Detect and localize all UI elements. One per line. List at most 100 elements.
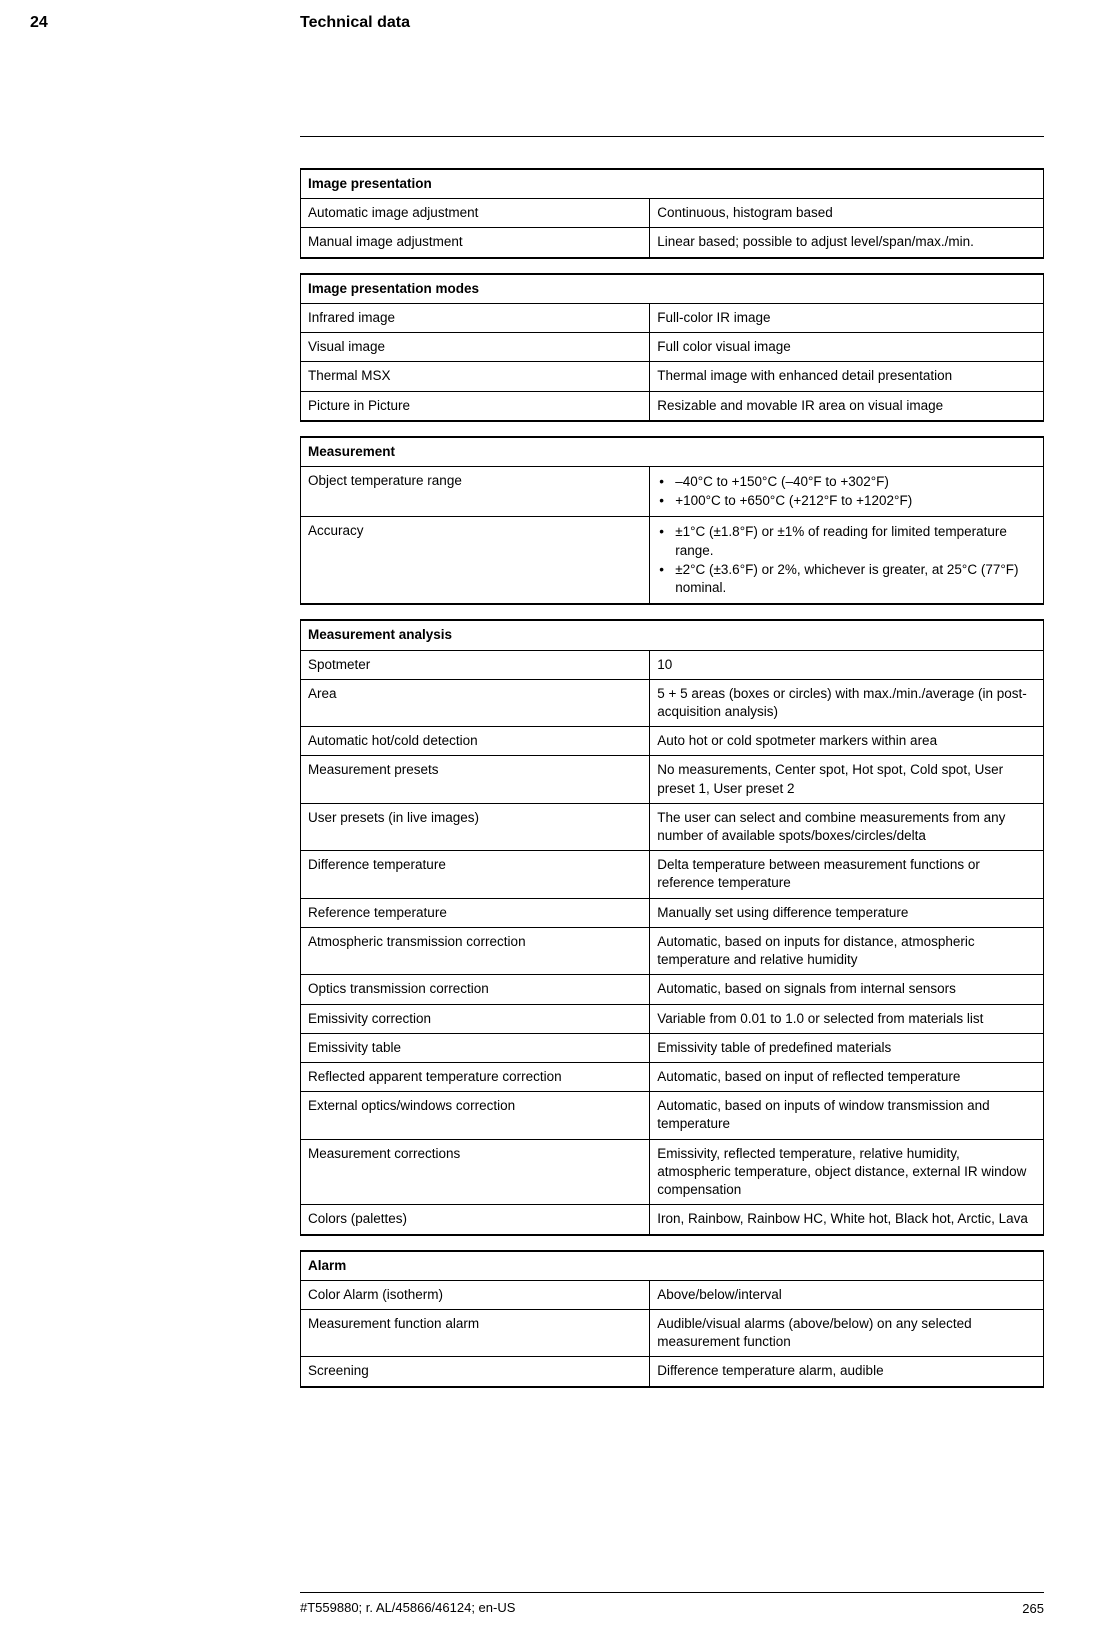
spec-value: Resizable and movable IR area on visual …: [650, 391, 1044, 421]
spec-value: –40°C to +150°C (–40°F to +302°F)+100°C …: [650, 466, 1044, 516]
table-row: Accuracy±1°C (±1.8°F) or ±1% of reading …: [301, 517, 1044, 604]
spec-value: The user can select and combine measurem…: [650, 803, 1044, 850]
table-row: Emissivity correctionVariable from 0.01 …: [301, 1004, 1044, 1033]
table-row: ScreeningDifference temperature alarm, a…: [301, 1357, 1044, 1387]
spec-table: MeasurementObject temperature range–40°C…: [300, 436, 1044, 606]
spec-label: Spotmeter: [301, 650, 650, 679]
table-section-header: Measurement: [301, 437, 1044, 467]
spec-value: Automatic, based on inputs for distance,…: [650, 927, 1044, 974]
table-row: Measurement presetsNo measurements, Cent…: [301, 756, 1044, 803]
table-row: Infrared imageFull-color IR image: [301, 303, 1044, 332]
spec-value: Delta temperature between measurement fu…: [650, 851, 1044, 898]
chapter-title: Technical data: [300, 12, 410, 34]
spec-value: No measurements, Center spot, Hot spot, …: [650, 756, 1044, 803]
spec-table: AlarmColor Alarm (isotherm)Above/below/i…: [300, 1250, 1044, 1388]
spec-value: Automatic, based on inputs of window tra…: [650, 1092, 1044, 1139]
table-row: External optics/windows correctionAutoma…: [301, 1092, 1044, 1139]
table-row: Automatic hot/cold detectionAuto hot or …: [301, 727, 1044, 756]
table-row: Reference temperatureManually set using …: [301, 898, 1044, 927]
table-section-header: Image presentation: [301, 169, 1044, 199]
spec-value: Difference temperature alarm, audible: [650, 1357, 1044, 1387]
spec-value-item: +100°C to +650°C (+212°F to +1202°F): [657, 492, 1036, 510]
spec-label: User presets (in live images): [301, 803, 650, 850]
page-footer: #T559880; r. AL/45866/46124; en-US 265: [300, 1592, 1044, 1617]
spec-label: Picture in Picture: [301, 391, 650, 421]
spec-label: Measurement presets: [301, 756, 650, 803]
table-row: Automatic image adjustmentContinuous, hi…: [301, 199, 1044, 228]
spec-label: Thermal MSX: [301, 362, 650, 391]
spec-label: Accuracy: [301, 517, 650, 604]
spec-label: Reflected apparent temperature correctio…: [301, 1063, 650, 1092]
spec-label: Optics transmission correction: [301, 975, 650, 1004]
spec-value: 5 + 5 areas (boxes or circles) with max.…: [650, 679, 1044, 726]
table-section-header: Alarm: [301, 1251, 1044, 1281]
chapter-number: 24: [30, 12, 48, 34]
spec-value: Manually set using difference temperatur…: [650, 898, 1044, 927]
table-row: Measurement function alarmAudible/visual…: [301, 1309, 1044, 1356]
spec-value: ±1°C (±1.8°F) or ±1% of reading for limi…: [650, 517, 1044, 604]
spec-label: Object temperature range: [301, 466, 650, 516]
spec-table: Measurement analysisSpotmeter10Area5 + 5…: [300, 619, 1044, 1235]
spec-value: Automatic, based on input of reflected t…: [650, 1063, 1044, 1092]
header-divider: [300, 136, 1044, 137]
spec-label: Area: [301, 679, 650, 726]
spec-label: Colors (palettes): [301, 1205, 650, 1235]
spec-label: Screening: [301, 1357, 650, 1387]
spec-label: Reference temperature: [301, 898, 650, 927]
spec-table: Image presentation modesInfrared imageFu…: [300, 273, 1044, 422]
table-row: Colors (palettes)Iron, Rainbow, Rainbow …: [301, 1205, 1044, 1235]
spec-label: Measurement function alarm: [301, 1309, 650, 1356]
spec-label: Visual image: [301, 333, 650, 362]
spec-label: Automatic image adjustment: [301, 199, 650, 228]
table-row: Difference temperatureDelta temperature …: [301, 851, 1044, 898]
spec-value: Linear based; possible to adjust level/s…: [650, 228, 1044, 258]
spec-label: Infrared image: [301, 303, 650, 332]
spec-value: Thermal image with enhanced detail prese…: [650, 362, 1044, 391]
spec-label: Manual image adjustment: [301, 228, 650, 258]
spec-value: 10: [650, 650, 1044, 679]
spec-value: Continuous, histogram based: [650, 199, 1044, 228]
footer-page-number: 265: [1022, 1600, 1044, 1618]
spec-value: Emissivity table of predefined materials: [650, 1033, 1044, 1062]
table-row: Manual image adjustmentLinear based; pos…: [301, 228, 1044, 258]
spec-label: Automatic hot/cold detection: [301, 727, 650, 756]
spec-value: Audible/visual alarms (above/below) on a…: [650, 1309, 1044, 1356]
spec-value-item: ±2°C (±3.6°F) or 2%, whichever is greate…: [657, 561, 1036, 597]
spec-label: External optics/windows correction: [301, 1092, 650, 1139]
table-row: Picture in PictureResizable and movable …: [301, 391, 1044, 421]
spec-label: Color Alarm (isotherm): [301, 1280, 650, 1309]
spec-label: Difference temperature: [301, 851, 650, 898]
table-row: Reflected apparent temperature correctio…: [301, 1063, 1044, 1092]
table-row: Spotmeter10: [301, 650, 1044, 679]
table-row: Atmospheric transmission correctionAutom…: [301, 927, 1044, 974]
spec-table: Image presentationAutomatic image adjust…: [300, 168, 1044, 259]
table-row: Emissivity tableEmissivity table of pred…: [301, 1033, 1044, 1062]
spec-label: Emissivity table: [301, 1033, 650, 1062]
spec-value: Iron, Rainbow, Rainbow HC, White hot, Bl…: [650, 1205, 1044, 1235]
spec-value: Variable from 0.01 to 1.0 or selected fr…: [650, 1004, 1044, 1033]
table-section-header: Image presentation modes: [301, 274, 1044, 304]
table-row: Object temperature range–40°C to +150°C …: [301, 466, 1044, 516]
table-row: Thermal MSXThermal image with enhanced d…: [301, 362, 1044, 391]
spec-value-list: –40°C to +150°C (–40°F to +302°F)+100°C …: [657, 473, 1036, 510]
spec-value: Automatic, based on signals from interna…: [650, 975, 1044, 1004]
table-row: Measurement correctionsEmissivity, refle…: [301, 1139, 1044, 1205]
footer-doc-id: #T559880; r. AL/45866/46124; en-US: [300, 1600, 515, 1615]
spec-value: Full-color IR image: [650, 303, 1044, 332]
spec-label: Emissivity correction: [301, 1004, 650, 1033]
spec-value-item: ±1°C (±1.8°F) or ±1% of reading for limi…: [657, 523, 1036, 559]
spec-value-item: –40°C to +150°C (–40°F to +302°F): [657, 473, 1036, 491]
page-content: Image presentationAutomatic image adjust…: [300, 168, 1044, 1402]
spec-value-list: ±1°C (±1.8°F) or ±1% of reading for limi…: [657, 523, 1036, 597]
table-row: Color Alarm (isotherm)Above/below/interv…: [301, 1280, 1044, 1309]
spec-label: Measurement corrections: [301, 1139, 650, 1205]
table-row: Visual imageFull color visual image: [301, 333, 1044, 362]
table-row: User presets (in live images)The user ca…: [301, 803, 1044, 850]
spec-value: Full color visual image: [650, 333, 1044, 362]
spec-value: Above/below/interval: [650, 1280, 1044, 1309]
spec-label: Atmospheric transmission correction: [301, 927, 650, 974]
spec-value: Auto hot or cold spotmeter markers withi…: [650, 727, 1044, 756]
table-section-header: Measurement analysis: [301, 620, 1044, 650]
spec-value: Emissivity, reflected temperature, relat…: [650, 1139, 1044, 1205]
table-row: Optics transmission correctionAutomatic,…: [301, 975, 1044, 1004]
